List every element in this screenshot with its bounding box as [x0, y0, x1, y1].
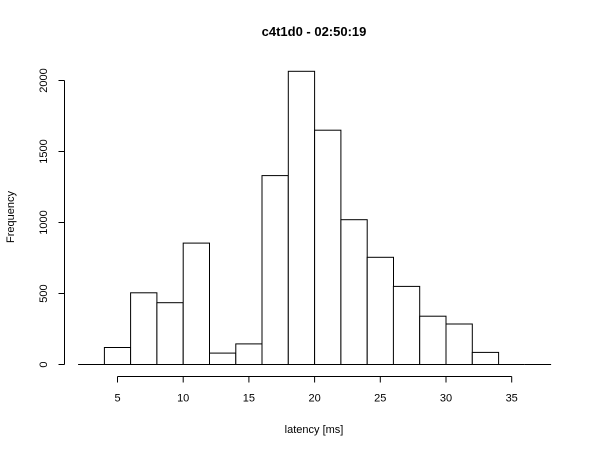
histogram-bar — [340, 219, 368, 365]
y-tick-label: 500 — [38, 284, 50, 302]
histogram-bar — [103, 347, 132, 365]
x-tick-label: 30 — [440, 393, 452, 405]
histogram-bar — [392, 285, 421, 365]
y-axis-label: Frequency — [5, 191, 17, 243]
histogram-bar — [209, 352, 237, 366]
histogram-bar — [287, 70, 316, 366]
histogram-bar — [182, 242, 210, 366]
bars-group — [78, 70, 552, 366]
histogram-bar — [130, 292, 158, 365]
histogram-bar — [314, 129, 342, 365]
x-axis: 5 10 15 20 25 30 35 — [114, 376, 518, 405]
histogram-bar — [366, 256, 395, 365]
x-tick-label: 25 — [374, 393, 386, 405]
chart-title: c4t1d0 - 02:50:19 — [262, 24, 367, 39]
histogram-bar — [419, 315, 447, 366]
x-axis-label: latency [ms] — [285, 424, 344, 436]
x-tick-label: 35 — [506, 393, 518, 405]
x-tick-label: 20 — [308, 393, 320, 405]
y-tick-label: 0 — [38, 361, 50, 367]
y-tick-label: 2000 — [38, 68, 50, 92]
y-axis: 0 500 1000 1500 2000 — [38, 68, 65, 368]
y-tick-label: 1500 — [38, 139, 50, 163]
histogram-bar — [471, 351, 500, 365]
histogram-bar — [156, 302, 184, 366]
x-tick-label: 15 — [243, 393, 255, 405]
x-tick-label: 5 — [114, 393, 120, 405]
x-tick-label: 10 — [177, 393, 189, 405]
histogram-bar — [235, 343, 263, 365]
y-tick-label: 1000 — [38, 210, 50, 234]
histogram-bar — [261, 175, 289, 365]
histogram-bar — [445, 323, 473, 365]
